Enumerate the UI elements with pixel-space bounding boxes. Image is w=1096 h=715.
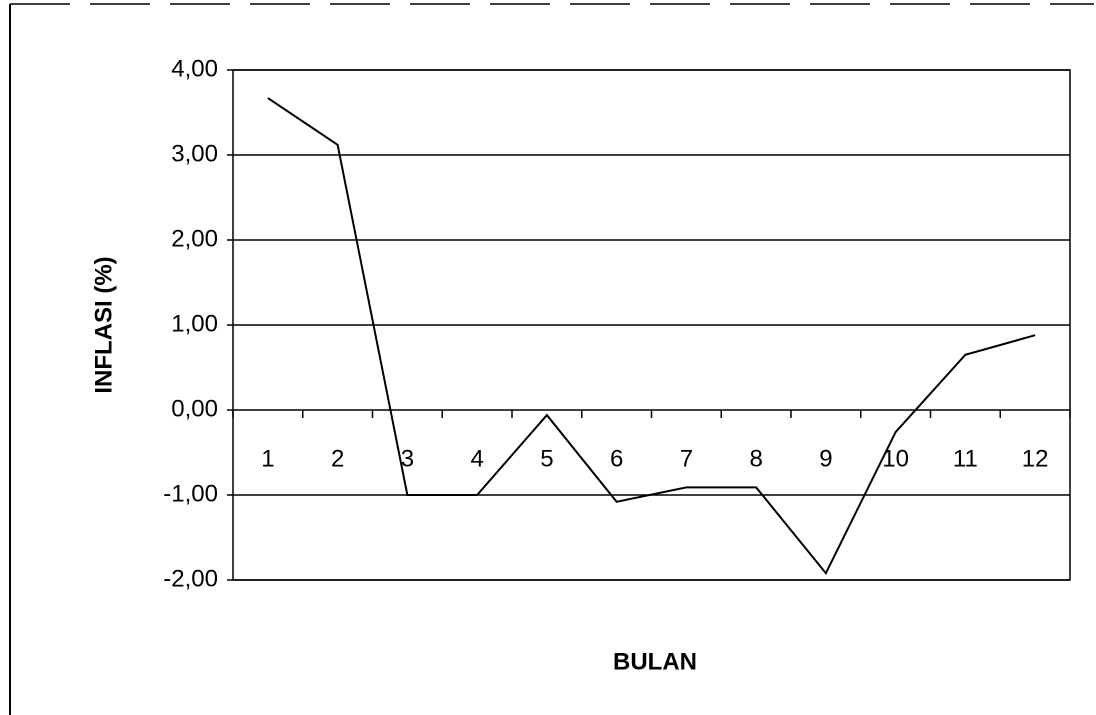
- x-tick-label: 11: [953, 445, 978, 472]
- x-tick-label: 9: [819, 445, 832, 472]
- data-line: [267, 97, 1036, 576]
- x-axis-label: BULAN: [613, 648, 697, 675]
- y-tick-label: -2,00: [163, 565, 218, 592]
- x-tick-label: 2: [331, 445, 344, 472]
- x-tick-label: 7: [680, 445, 693, 472]
- x-tick-label: 4: [470, 445, 483, 472]
- x-tick-label: 12: [1022, 445, 1049, 472]
- x-tick-label: 6: [610, 445, 623, 472]
- y-tick-label: 1,00: [171, 310, 218, 337]
- y-tick-label: 2,00: [171, 225, 218, 252]
- y-tick-label: 3,00: [171, 140, 218, 167]
- y-tick-label: -1,00: [163, 480, 218, 507]
- y-tick-label: 0,00: [171, 395, 218, 422]
- x-tick-label: 5: [540, 445, 553, 472]
- x-tick-label: 8: [749, 445, 762, 472]
- x-tick-label: 3: [401, 445, 414, 472]
- y-axis-label: INFLASI (%): [90, 256, 117, 393]
- x-tick-label: 1: [261, 445, 274, 472]
- y-tick-label: 4,00: [171, 55, 218, 82]
